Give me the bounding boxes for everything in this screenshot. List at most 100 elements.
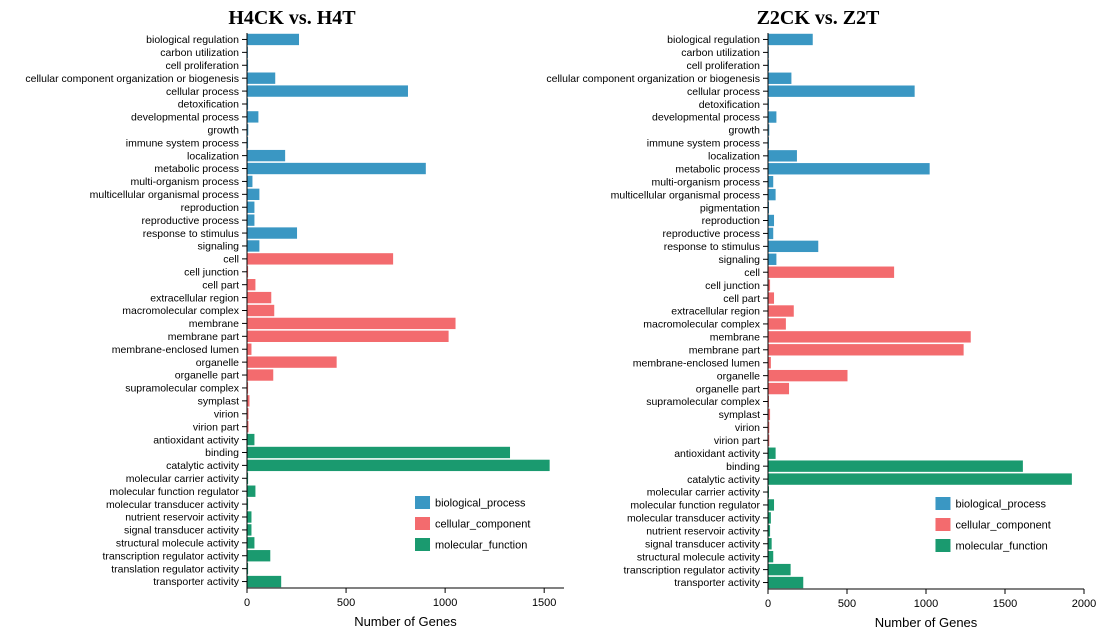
bar-molecular-function-regulator xyxy=(769,499,775,510)
bar-symplast xyxy=(248,395,250,406)
bar-response-to-stimulus xyxy=(769,241,819,252)
category-label: nutrient reservoir activity xyxy=(125,512,240,524)
legend-label-mf: molecular_function xyxy=(435,540,527,552)
category-label: virion xyxy=(735,422,760,434)
category-label: signaling xyxy=(198,241,240,253)
bar-transporter-activity xyxy=(248,576,282,587)
category-label: symplast xyxy=(198,396,240,408)
bar-metabolic-process xyxy=(248,163,426,174)
category-label: antioxidant activity xyxy=(674,448,761,460)
category-label: developmental process xyxy=(652,112,760,124)
category-label: molecular function regulator xyxy=(630,500,760,512)
legend-swatch-cc xyxy=(415,517,430,530)
category-label: binding xyxy=(205,447,239,459)
legend-label-bp: biological_process xyxy=(435,498,526,510)
category-label: molecular carrier activity xyxy=(647,487,761,499)
category-label: growth xyxy=(207,125,239,137)
category-label: signaling xyxy=(719,254,761,266)
bar-immune-system-process xyxy=(248,137,249,148)
chart-title: H4CK vs. H4T xyxy=(228,7,356,29)
bar-virion xyxy=(769,422,770,433)
x-tick-label: 500 xyxy=(838,598,856,610)
category-label: translation regulator activity xyxy=(111,563,240,575)
bar-signaling xyxy=(769,254,777,265)
category-label: cell junction xyxy=(184,266,239,278)
bar-multicellular-organismal-process xyxy=(248,189,260,200)
bar-localization xyxy=(248,150,286,161)
category-label: virion xyxy=(214,408,239,420)
bar-supramolecular-complex xyxy=(248,382,249,393)
category-label: biological regulation xyxy=(667,34,760,46)
bar-molecular-transducer-activity xyxy=(769,512,771,523)
x-axis-label: Number of Genes xyxy=(875,615,978,630)
bar-molecular-carrier-activity xyxy=(248,473,249,484)
category-label: organelle xyxy=(196,357,239,369)
bar-cellular-component-organization-or-biogenesis xyxy=(769,73,792,84)
category-label: membrane xyxy=(189,318,239,330)
category-label: reproductive process xyxy=(663,228,760,240)
category-label: membrane-enclosed lumen xyxy=(633,357,760,369)
category-label: pigmentation xyxy=(700,202,760,214)
legend-swatch-bp xyxy=(935,497,950,510)
category-label: signal transducer activity xyxy=(645,538,761,550)
category-label: carbon utilization xyxy=(681,47,760,59)
x-tick-label: 500 xyxy=(337,597,355,609)
legend-swatch-cc xyxy=(935,518,950,531)
category-label: extracellular region xyxy=(671,306,760,318)
bar-biological-regulation xyxy=(769,34,813,45)
bar-catalytic-activity xyxy=(769,473,1072,484)
bar-metabolic-process xyxy=(769,163,930,174)
category-label: cell proliferation xyxy=(165,60,239,72)
bar-translation-regulator-activity xyxy=(248,563,249,574)
category-label: detoxification xyxy=(699,99,760,111)
bar-reproductive-process xyxy=(769,228,774,239)
category-label: cellular process xyxy=(687,86,760,98)
bar-detoxification xyxy=(248,98,249,109)
category-label: multicellular organismal process xyxy=(90,189,239,201)
x-tick-label: 0 xyxy=(765,598,771,610)
category-label: transcription regulator activity xyxy=(623,564,760,576)
category-label: developmental process xyxy=(131,112,239,124)
category-label: virion part xyxy=(714,435,760,447)
bar-organelle xyxy=(248,356,337,367)
bar-biological-regulation xyxy=(248,34,300,45)
category-label: molecular transducer activity xyxy=(106,499,240,511)
bar-binding xyxy=(769,460,1023,471)
legend-swatch-bp xyxy=(415,496,430,509)
bar-multicellular-organismal-process xyxy=(769,189,776,200)
bar-organelle-part xyxy=(769,383,790,394)
bar-organelle xyxy=(769,370,848,381)
category-label: detoxification xyxy=(178,99,239,111)
bar-molecular-transducer-activity xyxy=(248,498,249,509)
bar-membrane-part xyxy=(769,344,964,355)
x-axis-label: Number of Genes xyxy=(354,614,457,629)
category-label: organelle part xyxy=(175,370,239,382)
category-label: cell xyxy=(744,267,760,279)
bar-cell-proliferation xyxy=(248,60,249,71)
category-label: metabolic process xyxy=(675,163,760,175)
bar-catalytic-activity xyxy=(248,460,550,471)
bar-structural-molecule-activity xyxy=(248,537,255,548)
category-label: supramolecular complex xyxy=(646,396,761,408)
bar-transporter-activity xyxy=(769,577,804,588)
category-label: cell junction xyxy=(705,280,760,292)
bar-cellular-process xyxy=(769,85,915,96)
category-label: cell xyxy=(223,254,239,266)
bar-membrane-part xyxy=(248,331,449,342)
category-label: membrane part xyxy=(689,344,760,356)
category-label: macromolecular complex xyxy=(122,305,239,317)
bar-cell-junction xyxy=(248,266,249,277)
bar-antioxidant-activity xyxy=(248,434,255,445)
bar-transcription-regulator-activity xyxy=(769,564,791,575)
bar-response-to-stimulus xyxy=(248,227,298,238)
category-label: multicellular organismal process xyxy=(611,189,760,201)
category-label: structural molecule activity xyxy=(116,538,240,550)
x-tick-label: 1000 xyxy=(433,597,457,609)
category-label: catalytic activity xyxy=(687,474,761,486)
category-label: nutrient reservoir activity xyxy=(646,526,761,538)
bar-cell-part xyxy=(248,279,256,290)
bar-membrane xyxy=(248,318,456,329)
bar-localization xyxy=(769,150,797,161)
legend-swatch-mf xyxy=(935,539,950,552)
